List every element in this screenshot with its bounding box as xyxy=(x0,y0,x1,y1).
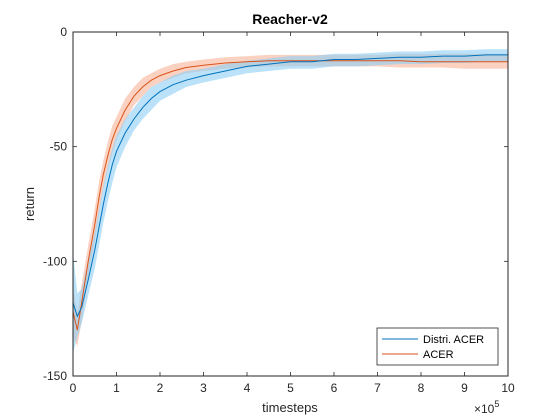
x-tick-label: 10 xyxy=(501,381,515,395)
x-tick-label: 5 xyxy=(287,381,294,395)
x-tick-label: 0 xyxy=(70,381,77,395)
chart-title: Reacher-v2 xyxy=(252,11,328,27)
x-tick-label: 6 xyxy=(331,381,338,395)
x-multiplier: ×105 xyxy=(474,399,499,416)
x-axis-label: timesteps xyxy=(262,400,318,415)
x-tick-label: 3 xyxy=(200,381,207,395)
x-tick-label: 8 xyxy=(418,381,425,395)
legend-box xyxy=(376,327,499,366)
line-distri-acer xyxy=(72,54,508,318)
series-lines xyxy=(72,54,508,331)
x-tick-label: 1 xyxy=(113,381,120,395)
x-tick-label: 2 xyxy=(157,381,164,395)
legend: Distri. ACER ACER xyxy=(376,327,499,366)
x-tick-label: 9 xyxy=(461,381,468,395)
legend-label-acer: ACER xyxy=(423,349,454,361)
y-axis-label: return xyxy=(22,187,37,221)
x-axis-ticks: 0 1 2 3 4 5 6 7 8 9 10 xyxy=(70,32,515,395)
legend-label-distri-acer: Distri. ACER xyxy=(423,334,484,346)
y-axis-ticks: 0 -50 -100 -150 xyxy=(43,25,508,383)
x-multiplier-base: ×10 xyxy=(474,402,495,416)
y-tick-label: -100 xyxy=(43,254,67,268)
line-acer xyxy=(72,60,508,331)
x-multiplier-exponent: 5 xyxy=(494,399,499,409)
x-tick-label: 4 xyxy=(244,381,251,395)
y-tick-label: -150 xyxy=(43,369,67,383)
y-tick-label: -50 xyxy=(50,140,68,154)
y-tick-label: 0 xyxy=(60,25,67,39)
x-tick-label: 7 xyxy=(374,381,381,395)
